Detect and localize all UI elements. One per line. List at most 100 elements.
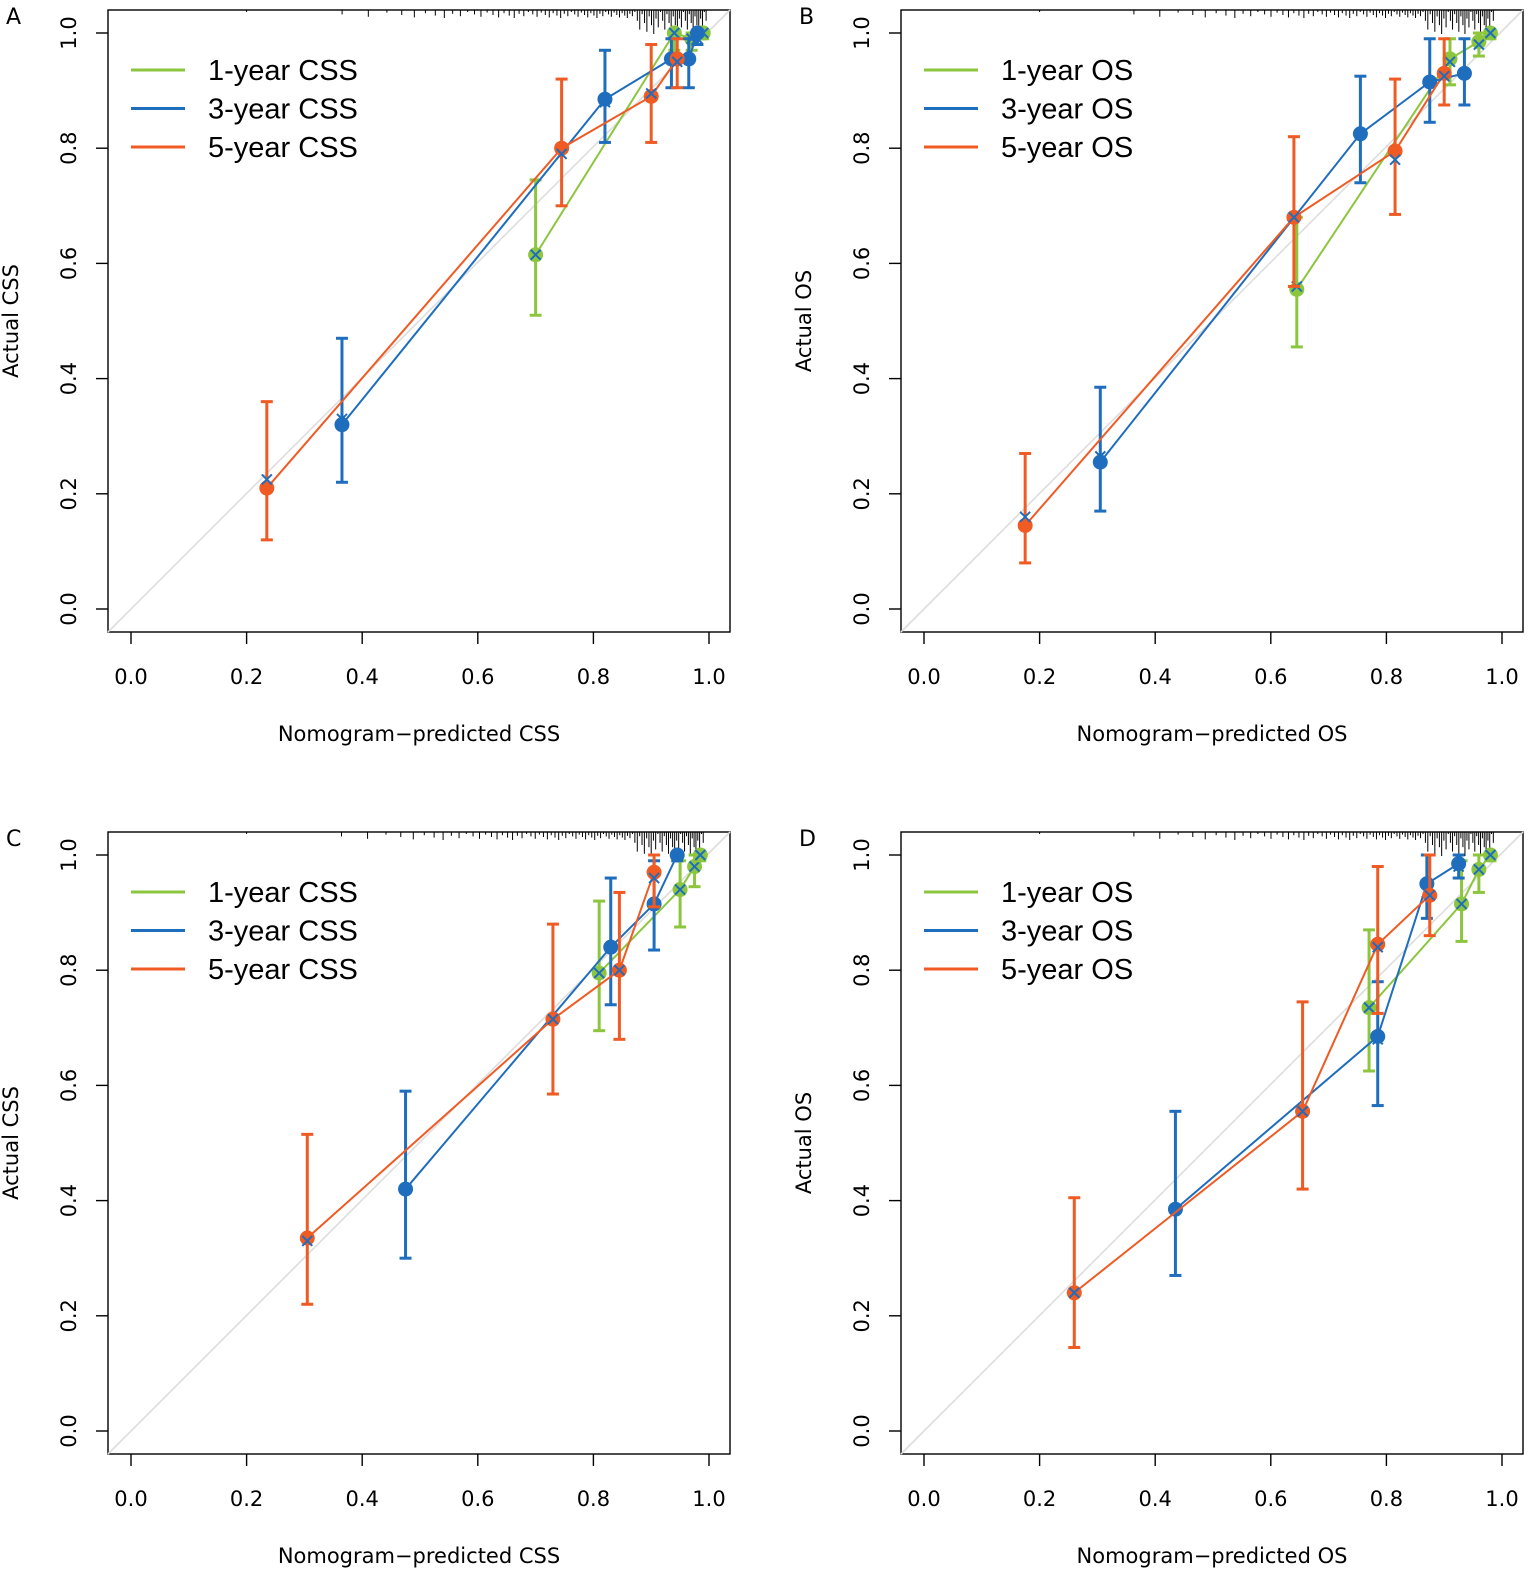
data-point bbox=[597, 91, 613, 107]
corrected-marker bbox=[688, 860, 701, 873]
y-tick-label: 0.6 bbox=[850, 1069, 874, 1102]
x-tick-label: 0.8 bbox=[1370, 665, 1403, 689]
y-tick-label: 0.4 bbox=[850, 1184, 874, 1217]
x-tick-label: 1.0 bbox=[692, 665, 725, 689]
x-tick-label: 0.4 bbox=[345, 1487, 378, 1511]
data-point bbox=[1370, 936, 1386, 952]
x-axis-title: Nomogram−predicted OS bbox=[1077, 722, 1348, 746]
y-axis: 0.0 0.2 0.4 0.6 0.8 1.0 bbox=[850, 16, 901, 626]
corrected-marker bbox=[1458, 67, 1471, 80]
x-tick-label: 0.6 bbox=[461, 665, 494, 689]
x-axis-title: Nomogram−predicted CSS bbox=[278, 722, 560, 746]
y-tick-label: 0.8 bbox=[57, 131, 81, 164]
y-tick-label: 0.4 bbox=[57, 1184, 81, 1217]
x-tick-label: 0.4 bbox=[1138, 665, 1171, 689]
y-tick-label: 0.2 bbox=[57, 1299, 81, 1332]
y-axis-title: Actual CSS bbox=[0, 1086, 23, 1200]
y-tick-label: 0.0 bbox=[57, 592, 81, 625]
series-line bbox=[306, 871, 656, 1239]
y-tick-label: 0.6 bbox=[850, 247, 874, 280]
corrected-marker bbox=[399, 1183, 412, 1195]
data-point bbox=[1017, 517, 1033, 533]
corrected-marker bbox=[261, 473, 273, 486]
series-5-year-css bbox=[299, 853, 662, 1306]
distribution-rug bbox=[1039, 832, 1494, 856]
legend: 1-year CSS 3-year CSS 5-year CSS bbox=[131, 877, 358, 986]
y-tick-label: 0.0 bbox=[850, 592, 874, 625]
x-tick-label: 1.0 bbox=[1485, 1487, 1518, 1511]
corrected-marker bbox=[691, 33, 704, 45]
series-1-year-os bbox=[1361, 847, 1498, 1073]
ideal-diagonal-line bbox=[107, 831, 731, 1455]
x-axis-title: Nomogram−predicted OS bbox=[1077, 1544, 1348, 1568]
corrected-marker bbox=[1424, 889, 1436, 902]
corrected-marker bbox=[1094, 450, 1106, 463]
legend-label: 5-year OS bbox=[1001, 954, 1133, 986]
legend-label: 5-year OS bbox=[1001, 132, 1133, 164]
corrected-marker bbox=[1372, 941, 1384, 953]
ideal-diagonal-line bbox=[107, 9, 731, 633]
series-3-year-css bbox=[398, 847, 685, 1260]
y-axis: 0.0 0.2 0.4 0.6 0.8 1.0 bbox=[57, 16, 108, 626]
corrected-marker bbox=[1438, 70, 1450, 82]
x-tick-label: 0.0 bbox=[907, 665, 940, 689]
corrected-marker bbox=[613, 964, 626, 976]
data-point bbox=[1289, 281, 1305, 297]
data-point bbox=[669, 51, 685, 67]
corrected-marker bbox=[1455, 898, 1468, 910]
corrected-marker bbox=[1363, 1001, 1375, 1014]
corrected-marker bbox=[694, 849, 707, 861]
corrected-marker bbox=[1019, 511, 1031, 523]
x-tick-label: 0.8 bbox=[577, 1487, 610, 1511]
data-point bbox=[646, 864, 662, 880]
corrected-marker bbox=[1296, 1105, 1309, 1118]
corrected-marker bbox=[1389, 154, 1401, 166]
series-3-year-os bbox=[1167, 853, 1467, 1277]
series-1-year-css bbox=[591, 847, 708, 1033]
series-line bbox=[404, 854, 679, 1190]
corrected-marker bbox=[555, 148, 568, 160]
calibration-panel-c: 0.0 0.2 0.4 0.6 0.8 1.0 0.0 0.2 0.4 0.6 0.8 1.0 Nomo… bbox=[0, 827, 731, 1568]
corrected-marker bbox=[605, 941, 617, 953]
corrected-marker bbox=[671, 56, 683, 68]
panel-label: D bbox=[799, 827, 816, 852]
y-tick-label: 0.6 bbox=[57, 247, 81, 280]
x-tick-label: 0.2 bbox=[1023, 1487, 1056, 1511]
data-point bbox=[1471, 34, 1487, 50]
data-point bbox=[1436, 65, 1452, 81]
calibration-panel-b: 0.0 0.2 0.4 0.6 0.8 1.0 0.0 0.2 0.4 0.6 0.8 1.0 Nomo… bbox=[792, 5, 1524, 746]
plot-frame bbox=[900, 831, 1524, 1455]
x-tick-label: 0.0 bbox=[114, 665, 147, 689]
x-tick-label: 1.0 bbox=[1485, 665, 1518, 689]
corrected-marker bbox=[593, 967, 605, 979]
x-tick-label: 1.0 bbox=[692, 1487, 725, 1511]
legend: 1-year CSS 3-year CSS 5-year CSS bbox=[131, 55, 358, 164]
legend: 1-year OS 3-year OS 5-year OS bbox=[924, 877, 1133, 986]
x-tick-label: 0.2 bbox=[230, 665, 263, 689]
x-tick-label: 0.8 bbox=[577, 665, 610, 689]
y-tick-label: 0.8 bbox=[57, 953, 81, 986]
x-axis: 0.0 0.2 0.4 0.6 0.8 1.0 bbox=[907, 1454, 1519, 1511]
x-axis-title: Nomogram−predicted CSS bbox=[278, 1544, 560, 1568]
corrected-marker bbox=[1288, 211, 1300, 224]
distribution-rug bbox=[246, 832, 704, 856]
corrected-marker bbox=[599, 96, 611, 108]
y-tick-label: 1.0 bbox=[57, 16, 81, 49]
data-point bbox=[334, 417, 350, 433]
y-tick-label: 0.4 bbox=[57, 362, 81, 395]
series-line bbox=[1024, 72, 1446, 527]
series-5-year-os bbox=[1066, 853, 1438, 1349]
data-point bbox=[643, 88, 659, 104]
series-3-year-os bbox=[1092, 37, 1472, 513]
y-axis-title: Actual OS bbox=[792, 270, 816, 372]
corrected-marker bbox=[1452, 860, 1465, 873]
series-line bbox=[1073, 894, 1431, 1294]
series-1-year-css bbox=[528, 25, 711, 317]
corrected-marker bbox=[668, 27, 681, 39]
corrected-marker bbox=[1473, 863, 1485, 876]
ideal-diagonal-line bbox=[900, 831, 1524, 1455]
legend-label: 3-year OS bbox=[1001, 916, 1133, 948]
data-point bbox=[1387, 143, 1403, 159]
y-tick-label: 0.0 bbox=[850, 1414, 874, 1447]
